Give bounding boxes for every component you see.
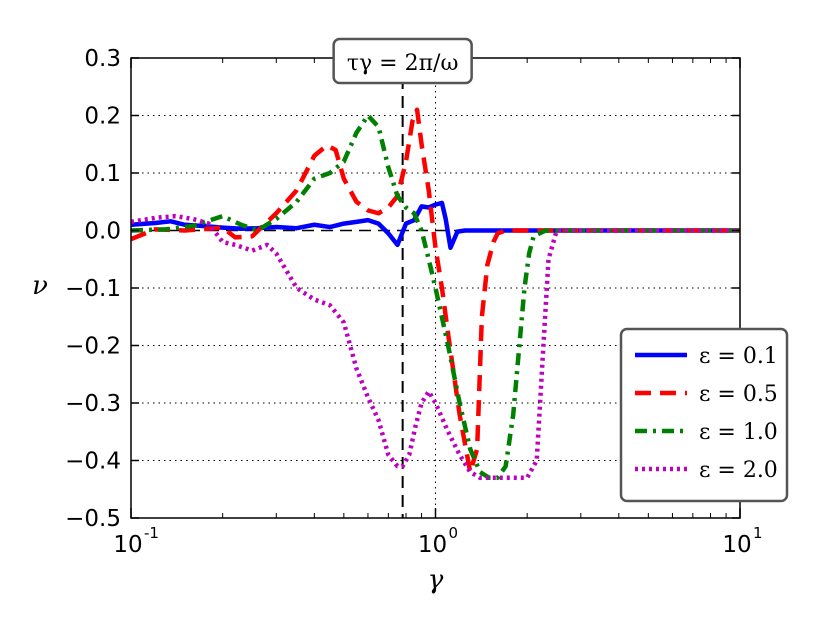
series-line-2: [131, 107, 740, 475]
legend-label-1: ε = 0.1: [699, 344, 778, 369]
y-tick-label: 0.2: [84, 104, 121, 130]
series-line-1: [131, 200, 740, 250]
x-tick-label: 10: [418, 532, 447, 558]
legend-label-4: ε = 2.0: [699, 458, 778, 483]
x-tick-label-exponent: 0: [449, 524, 459, 542]
legend-label-3: ε = 1.0: [699, 420, 778, 445]
x-tick-label: 10: [113, 532, 142, 558]
x-tick-label-exponent: 1: [753, 524, 763, 542]
series-line-3: [131, 113, 740, 480]
y-tick-label: 0.3: [84, 46, 121, 72]
annotation-text: τγ = 2π/ω: [347, 51, 459, 76]
y-tick-label: −0.4: [65, 449, 121, 475]
annotation-box: [332, 37, 473, 85]
y-tick-label: −0.3: [65, 391, 121, 417]
x-tick-label: 10: [722, 532, 751, 558]
y-axis-label: ν: [32, 271, 48, 301]
y-tick-label: 0.0: [84, 219, 121, 245]
legend-label-2: ε = 0.5: [699, 382, 778, 407]
y-tick-label: −0.2: [65, 334, 121, 360]
x-axis-label: γ: [428, 565, 444, 595]
series-group: [131, 107, 740, 480]
series-line-4: [131, 213, 740, 480]
y-tick-label: −0.5: [65, 506, 121, 532]
y-tick-label: −0.1: [65, 276, 121, 302]
y-tick-label: 0.1: [84, 161, 121, 187]
legend-box: [619, 327, 789, 503]
x-tick-label-exponent: -1: [144, 524, 159, 542]
plot-layer: 0.30.20.10.0−0.1−0.2−0.3−0.4−0.510 -1 10 0 1…: [32, 37, 789, 595]
